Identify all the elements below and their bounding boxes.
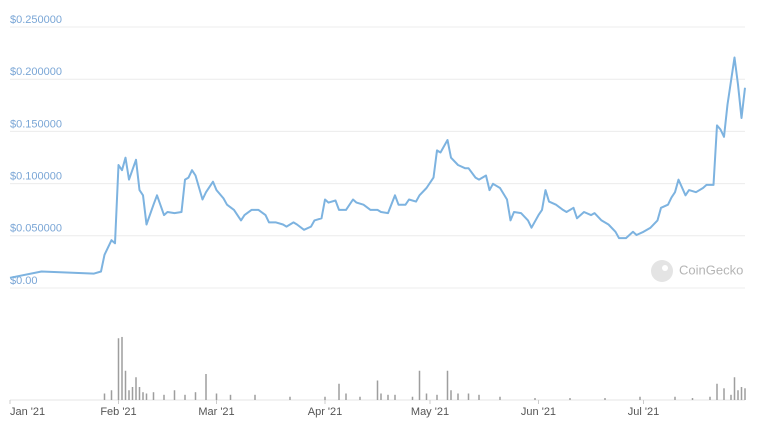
- volume-bar: [103, 393, 106, 400]
- volume-bar: [534, 398, 536, 400]
- volume-bar: [194, 392, 197, 400]
- volume-bar: [478, 394, 480, 400]
- volume-bar: [418, 370, 421, 400]
- watermark: CoinGecko: [651, 260, 743, 282]
- volume-bar: [450, 390, 452, 400]
- volume-bar: [142, 392, 144, 400]
- volume-bar: [184, 394, 186, 400]
- volume-bar: [425, 393, 428, 400]
- x-tick-label: Mar '21: [198, 406, 234, 418]
- volume-bar: [289, 396, 291, 400]
- volume-bar: [117, 338, 120, 400]
- x-tick-label: Apr '21: [308, 406, 343, 418]
- volume-bar: [446, 370, 449, 400]
- volume-bar: [740, 387, 743, 400]
- y-tick-label: $0.050000: [10, 223, 62, 235]
- volume-bar: [324, 396, 326, 400]
- volume-bar: [709, 396, 711, 400]
- volume-bar: [716, 383, 718, 400]
- y-tick-label: $0.150000: [10, 118, 62, 130]
- x-tick-label: Jan '21: [10, 406, 45, 418]
- volume-bar: [145, 393, 148, 400]
- y-tick-label: $0.00: [10, 275, 38, 287]
- volume-bar: [173, 390, 176, 400]
- price-line: [9, 56, 746, 279]
- volume-bar: [569, 398, 571, 400]
- volume-bar: [131, 387, 134, 400]
- volume-bar: [229, 394, 232, 400]
- watermark-logo-eye: [662, 265, 668, 271]
- volume-bar: [135, 377, 137, 400]
- y-tick-label: $0.100000: [10, 171, 62, 183]
- volume-bar: [128, 390, 130, 400]
- watermark-logo: [651, 260, 673, 282]
- volume-bar: [499, 396, 501, 400]
- x-tick-label: Jun '21: [521, 406, 556, 418]
- volume-bar: [604, 398, 606, 400]
- volume-bar: [215, 393, 218, 400]
- volume-bar: [254, 394, 256, 400]
- volume-bar: [205, 374, 207, 400]
- volume-bar: [121, 336, 123, 400]
- volume-bar: [163, 394, 165, 400]
- volume-bar: [457, 393, 459, 400]
- y-tick-label: $0.250000: [10, 14, 62, 26]
- volume-bar: [436, 394, 438, 400]
- volume-bar: [152, 392, 155, 400]
- volume-bar: [124, 370, 127, 400]
- volume-bar: [376, 380, 379, 400]
- volume-bar: [345, 393, 347, 400]
- volume-bar: [394, 394, 396, 400]
- y-tick-label: $0.200000: [10, 66, 62, 78]
- volume-bar: [338, 383, 340, 400]
- x-tick-label: May '21: [411, 406, 449, 418]
- volume-bar: [674, 396, 676, 400]
- volume-bar: [380, 393, 382, 400]
- volume-bar: [639, 396, 641, 400]
- volume-bar: [730, 394, 732, 400]
- x-tick-label: Jul '21: [628, 406, 659, 418]
- volume-bar: [138, 387, 141, 400]
- volume-bar: [110, 390, 113, 400]
- volume-bar: [691, 398, 694, 400]
- watermark-text: CoinGecko: [679, 262, 743, 277]
- volume-bar: [467, 393, 470, 400]
- volume-bar: [733, 377, 736, 400]
- volume-bar: [359, 396, 361, 400]
- x-tick-label: Feb '21: [100, 406, 136, 418]
- volume-bar: [737, 390, 739, 400]
- volume-bar: [723, 388, 725, 400]
- volume-bar: [411, 396, 414, 400]
- volume-bar: [387, 394, 389, 400]
- volume-bar: [744, 388, 746, 400]
